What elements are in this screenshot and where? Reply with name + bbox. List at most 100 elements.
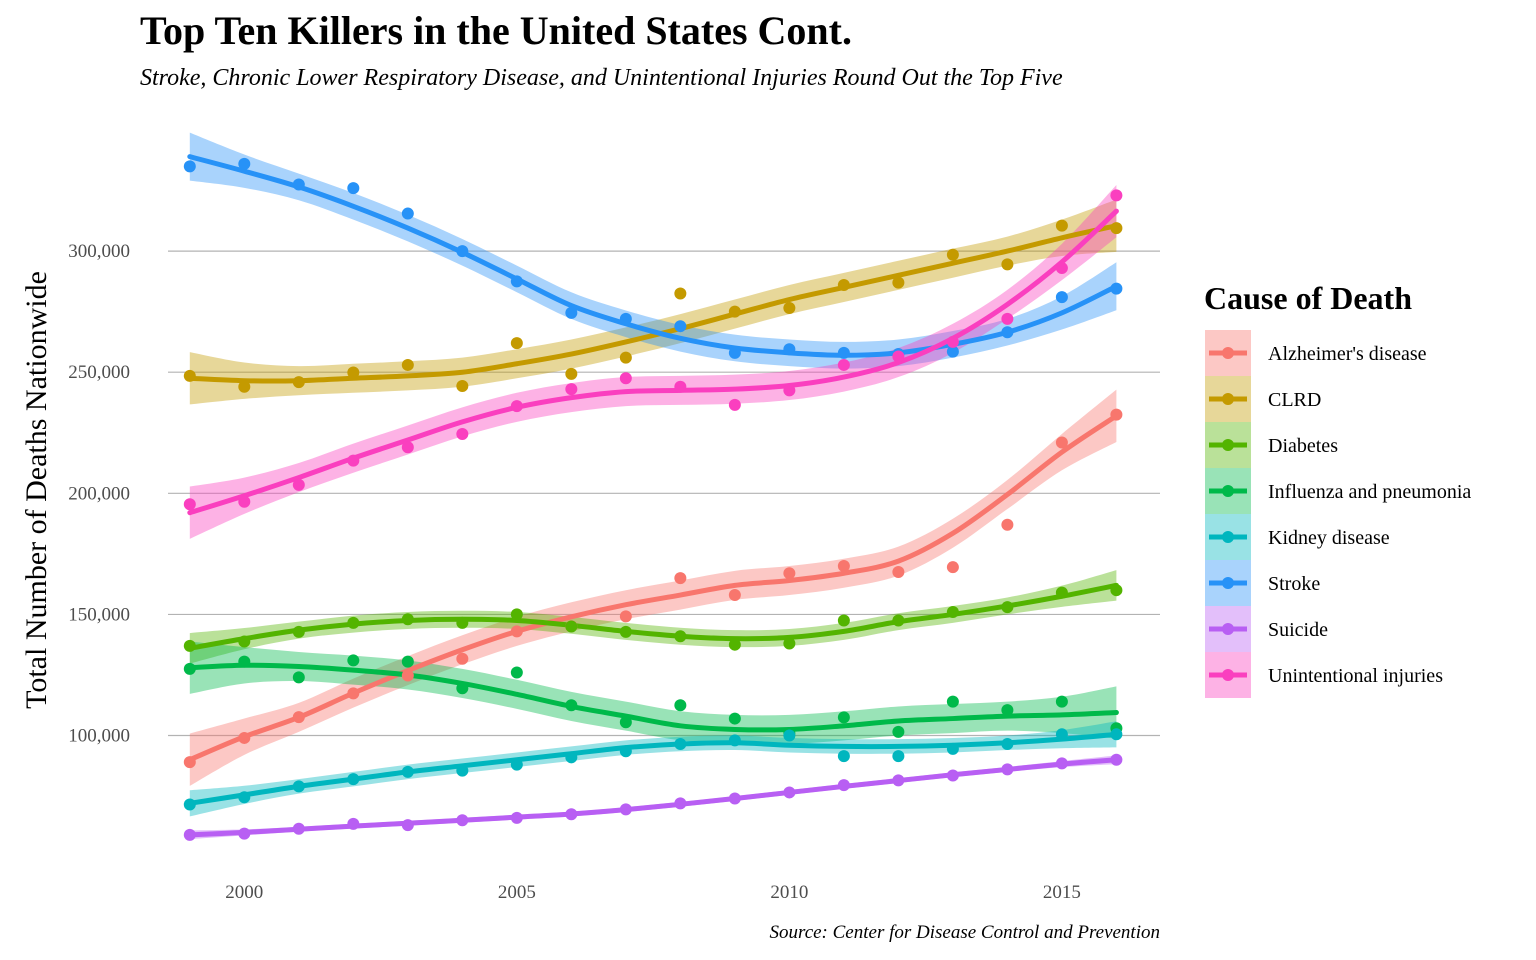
point-kidney-disease (347, 773, 360, 786)
legend-item-stroke: Stroke (1205, 560, 1320, 606)
legend-dot-diabetes (1222, 439, 1234, 451)
point-stroke (728, 346, 741, 359)
legend-item-clrd: CLRD (1205, 376, 1321, 422)
point-alzheimer-s-disease (1001, 518, 1014, 531)
x-tick-label: 2015 (1043, 882, 1081, 903)
line-clrd (187, 223, 1119, 384)
ribbon-unintentional-injuries (189, 184, 1117, 539)
legend-label-suicide: Suicide (1268, 619, 1328, 641)
point-stroke (674, 320, 687, 333)
legend: Cause of Death Alzheimer's disease CLRD Di… (1204, 280, 1471, 698)
ribbon-clrd (189, 199, 1117, 405)
y-tick-label: 200,000 (68, 483, 130, 504)
legend-item-kidney-disease: Kidney disease (1205, 514, 1390, 560)
point-unintentional-injuries (292, 478, 305, 491)
legend-dot-kidney-disease (1222, 531, 1234, 543)
point-kidney-disease (892, 750, 905, 763)
legend-dot-unintentional-injuries (1222, 669, 1234, 681)
ribbon-alzheimer-s-disease (189, 389, 1117, 786)
point-clrd (401, 358, 414, 371)
point-unintentional-injuries (347, 454, 360, 467)
point-suicide (183, 828, 196, 841)
point-kidney-disease (1110, 728, 1123, 741)
point-alzheimer-s-disease (783, 567, 796, 580)
point-clrd (783, 302, 796, 315)
point-clrd (1110, 222, 1123, 235)
legend-dot-alzheimer-s-disease (1222, 347, 1234, 359)
point-stroke (238, 157, 251, 170)
point-kidney-disease (292, 780, 305, 793)
point-unintentional-injuries (183, 498, 196, 511)
point-stroke (292, 178, 305, 191)
point-influenza-and-pneumonia (565, 699, 578, 712)
point-kidney-disease (565, 751, 578, 764)
point-stroke (401, 207, 414, 220)
point-suicide (565, 808, 578, 821)
point-influenza-and-pneumonia (674, 699, 687, 712)
point-stroke (1055, 291, 1068, 304)
point-kidney-disease (837, 750, 850, 763)
point-clrd (837, 279, 850, 292)
point-alzheimer-s-disease (946, 561, 959, 574)
point-suicide (783, 786, 796, 799)
point-unintentional-injuries (1110, 189, 1123, 202)
y-tick-label: 250,000 (68, 362, 130, 383)
chart-title: Top Ten Killers in the United States Con… (140, 8, 852, 53)
x-tick-label: 2005 (498, 882, 536, 903)
point-kidney-disease (1055, 728, 1068, 741)
point-suicide (292, 822, 305, 835)
point-stroke (1110, 282, 1123, 295)
point-diabetes (401, 613, 414, 626)
point-suicide (1001, 763, 1014, 776)
point-unintentional-injuries (837, 358, 850, 371)
legend-item-diabetes: Diabetes (1205, 422, 1338, 468)
point-unintentional-injuries (892, 350, 905, 363)
point-clrd (183, 369, 196, 382)
point-suicide (892, 774, 905, 787)
point-kidney-disease (619, 745, 632, 758)
line-influenza-and-pneumonia (187, 662, 1119, 733)
legend-label-stroke: Stroke (1268, 573, 1320, 595)
line-suicide (187, 757, 1119, 838)
point-unintentional-injuries (238, 495, 251, 508)
point-diabetes (892, 614, 905, 627)
point-influenza-and-pneumonia (401, 655, 414, 668)
point-clrd (238, 380, 251, 393)
point-clrd (619, 351, 632, 364)
point-kidney-disease (1001, 737, 1014, 750)
point-influenza-and-pneumonia (347, 654, 360, 667)
point-unintentional-injuries (401, 441, 414, 454)
point-suicide (1110, 753, 1123, 766)
point-clrd (674, 287, 687, 300)
point-stroke (946, 345, 959, 358)
point-stroke (456, 245, 469, 258)
point-clrd (728, 305, 741, 318)
point-influenza-and-pneumonia (1001, 704, 1014, 717)
point-diabetes (183, 639, 196, 652)
point-alzheimer-s-disease (1110, 408, 1123, 421)
point-influenza-and-pneumonia (946, 695, 959, 708)
y-tick-label: 150,000 (68, 604, 130, 625)
legend-item-influenza-and-pneumonia: Influenza and pneumonia (1205, 468, 1471, 514)
point-kidney-disease (510, 758, 523, 771)
chart-caption: Source: Center for Disease Control and P… (770, 922, 1161, 943)
point-kidney-disease (674, 737, 687, 750)
point-alzheimer-s-disease (456, 652, 469, 665)
point-kidney-disease (456, 764, 469, 777)
point-influenza-and-pneumonia (238, 655, 251, 668)
point-unintentional-injuries (565, 383, 578, 396)
point-influenza-and-pneumonia (292, 671, 305, 684)
y-tick-label: 100,000 (68, 726, 130, 747)
point-alzheimer-s-disease (183, 756, 196, 769)
point-clrd (292, 376, 305, 389)
point-kidney-disease (728, 734, 741, 747)
point-unintentional-injuries (674, 380, 687, 393)
point-influenza-and-pneumonia (728, 712, 741, 725)
point-suicide (238, 827, 251, 840)
point-unintentional-injuries (728, 398, 741, 411)
point-stroke (619, 312, 632, 325)
point-unintentional-injuries (1055, 262, 1068, 275)
point-influenza-and-pneumonia (456, 682, 469, 695)
point-alzheimer-s-disease (347, 687, 360, 700)
point-suicide (347, 817, 360, 830)
